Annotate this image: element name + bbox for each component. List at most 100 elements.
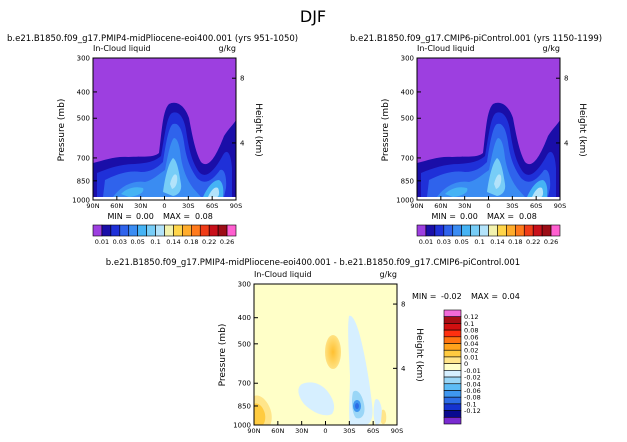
y2-tick-label: 4 (564, 139, 569, 147)
y-tick-label: 700 (401, 154, 414, 162)
panel-3-y2label: Height (km) (414, 328, 424, 382)
colorbar-swatch (443, 356, 462, 364)
x-tick-label: 30N (134, 202, 147, 210)
colorbar-swatch (155, 224, 165, 237)
colorbar-label: -0.06 (464, 387, 481, 395)
colorbar-swatch (497, 224, 507, 237)
colorbar-swatch (443, 410, 462, 418)
panel-1-y2label: Height (km) (253, 103, 263, 157)
x-tick-label: 0 (486, 202, 490, 210)
x-tick-label: 30S (506, 202, 518, 210)
panel-1-colorbar: 0.01 0.03 0.05 0.1 0.14 0.18 0.22 0.26 (92, 224, 237, 246)
y-tick-label: 300 (401, 55, 414, 63)
colorbar-label: 0.03 (113, 238, 127, 246)
colorbar-swatch (191, 224, 201, 237)
colorbar-swatch (541, 224, 552, 237)
colorbar-swatch (523, 224, 534, 237)
panel-3-colorbar: 0.120.10.080.060.040.020.010-0.01-0.02-0… (443, 309, 481, 425)
x-tick-label: 30N (295, 427, 308, 435)
colorbar-label: 0.18 (184, 238, 198, 246)
y-tick-label: 850 (401, 177, 414, 185)
panel-3-min-value: -0.02 (441, 292, 462, 301)
colorbar-swatch (208, 224, 219, 237)
colorbar-label: 0.01 (464, 353, 478, 361)
colorbar-label: 0.01 (419, 238, 433, 246)
colorbar-swatch (443, 370, 462, 378)
y-tick-label: 1000 (72, 197, 90, 205)
colorbar-label: 0.01 (95, 238, 109, 246)
colorbar-swatch (443, 383, 462, 391)
colorbar-swatch (416, 224, 427, 237)
colorbar-label: 0.12 (464, 313, 478, 321)
panel-3-xaxis: 90N 60N 30N 0 30S 60S 90S (247, 421, 403, 435)
y2-tick-label: 8 (564, 75, 568, 83)
colorbar-swatch (506, 224, 516, 237)
colorbar-swatch (217, 224, 228, 237)
colorbar-swatch (443, 343, 462, 351)
panel-3-min-label: MIN = (412, 292, 437, 301)
colorbar-label: 0.26 (544, 238, 558, 246)
colorbar-label: 0 (464, 360, 468, 368)
y-tick-label: 500 (238, 340, 251, 348)
colorbar-swatch (443, 403, 462, 411)
colorbar-swatch (226, 224, 237, 237)
y-tick-label: 300 (77, 55, 90, 63)
colorbar-label: 0.26 (220, 238, 234, 246)
colorbar-label: 0.22 (202, 238, 216, 246)
y-tick-label: 700 (238, 380, 251, 388)
colorbar-label: -0.1 (464, 400, 477, 408)
panel-2-max-label: MAX = (487, 212, 514, 221)
panel-3-y2axis: 84 (393, 301, 406, 373)
colorbar-swatch (92, 224, 103, 237)
x-tick-label: 30S (182, 202, 194, 210)
panel-2-y2label: Height (km) (577, 103, 587, 157)
panel-1-yaxis: 300 400 500 700 850 1000 (72, 55, 97, 205)
colorbar-swatch (479, 224, 489, 237)
colorbar-swatch (164, 224, 174, 237)
colorbar-swatch (550, 224, 561, 237)
x-tick-label: 60N (434, 202, 447, 210)
panel-3-field: In-Cloud liquid (254, 270, 312, 279)
x-tick-label: 0 (162, 202, 166, 210)
panel-2-field-plot (417, 58, 560, 197)
figure-title: DJF (300, 7, 326, 26)
panel-3-max-label: MAX = (471, 292, 498, 301)
colorbar-label: 0.05 (454, 238, 468, 246)
panel-1-min-label: MIN = (108, 212, 133, 221)
y-tick-label: 300 (238, 281, 251, 289)
panel-picontrol: b.e21.B1850.f09_g17.CMIP6-piControl.001 … (350, 34, 602, 246)
colorbar-label: -0.08 (464, 394, 481, 402)
x-tick-label: 60N (110, 202, 123, 210)
colorbar-swatch (452, 224, 462, 237)
colorbar-label: 0.05 (130, 238, 144, 246)
panel-2-y2axis: 84 (556, 75, 569, 147)
y-tick-label: 500 (77, 115, 90, 123)
panel-3-units: g/kg (380, 270, 397, 279)
colorbar-swatch (515, 224, 525, 237)
panel-1-min-value: 0.00 (136, 212, 154, 221)
x-tick-label: 60S (367, 427, 379, 435)
colorbar-swatch (443, 224, 454, 237)
panel-2-min-value: 0.00 (460, 212, 478, 221)
panel-1-units: g/kg (219, 44, 236, 53)
panel-1-field: In-Cloud liquid (93, 44, 151, 53)
colorbar-swatch (443, 323, 462, 331)
colorbar-swatch (488, 224, 498, 237)
y-tick-label: 400 (401, 88, 414, 96)
panel-2-title: b.e21.B1850.f09_g17.CMIP6-piControl.001 … (350, 34, 602, 44)
colorbar-label: 0.08 (464, 327, 478, 335)
x-tick-label: 90N (247, 427, 260, 435)
colorbar-label: 0.14 (166, 238, 180, 246)
y2-tick-label: 8 (401, 301, 405, 309)
y-tick-label: 400 (77, 88, 90, 96)
colorbar-label: -0.04 (464, 380, 481, 388)
y-tick-label: 1000 (233, 422, 251, 430)
colorbar-swatch (532, 224, 543, 237)
colorbar-swatch (443, 376, 462, 385)
panel-3-field-plot (254, 284, 397, 425)
y-tick-label: 700 (77, 154, 90, 162)
colorbar-label: -0.12 (464, 407, 481, 415)
x-tick-label: 0 (323, 427, 327, 435)
x-tick-label: 30N (458, 202, 471, 210)
x-tick-label: 60N (271, 427, 284, 435)
